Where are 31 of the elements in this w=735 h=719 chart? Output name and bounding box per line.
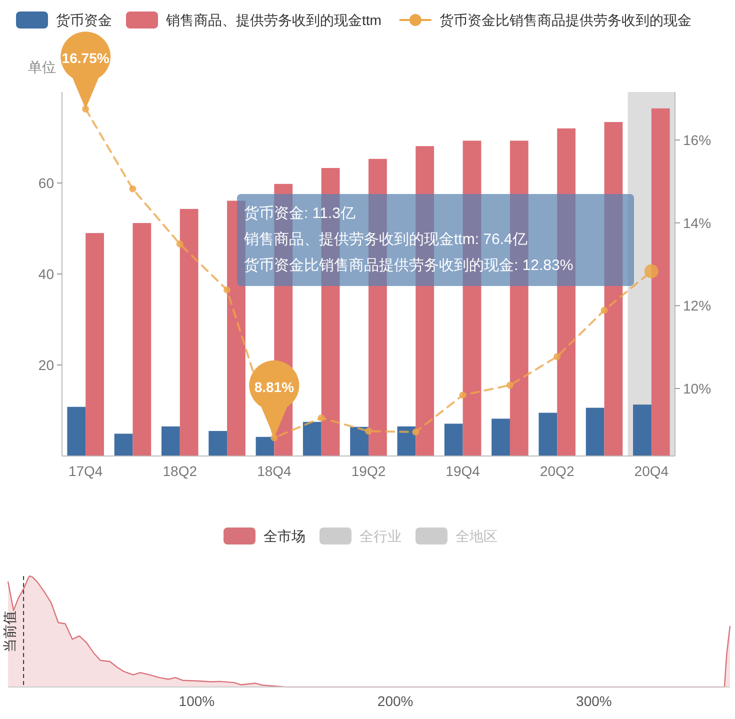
- y-axis-title: 单位: [28, 59, 56, 75]
- y-tick-label: 40: [38, 266, 54, 282]
- y2-tick-label: 16%: [683, 132, 712, 148]
- annotation: 货币资金: 11.3亿: [244, 205, 356, 222]
- y2-tick-label: 12%: [683, 298, 712, 314]
- data-label: 16.75%: [62, 50, 110, 66]
- y2-tick-label: 10%: [683, 380, 712, 396]
- y-tick-label: 20: [38, 357, 54, 373]
- legend-label: 全地区: [456, 528, 498, 544]
- annotation: 货币资金比销售商品提供劳务收到的现金: 12.83%: [244, 257, 574, 274]
- x-tick-label: 17Q4: [68, 463, 103, 479]
- legend-label: 货币资金: [56, 12, 112, 28]
- ref-line-label: 当前值: [2, 610, 18, 652]
- x-tick-label: 200%: [377, 693, 414, 709]
- x-tick-label: 20Q4: [634, 463, 669, 479]
- legend-label: 销售商品、提供劳务收到的现金ttm: [165, 12, 382, 28]
- x-tick-label: 19Q2: [351, 463, 386, 479]
- x-tick-label: 18Q2: [162, 463, 198, 479]
- y-tick-label: 60: [38, 175, 54, 191]
- x-tick-label: 20Q2: [540, 463, 574, 479]
- legend-label: 全市场: [264, 528, 306, 544]
- x-tick-label: 300%: [576, 693, 612, 709]
- annotation: 销售商品、提供劳务收到的现金ttm: 76.4亿: [243, 231, 528, 248]
- x-tick-label: 18Q4: [257, 463, 292, 479]
- tooltip-box: 货币资金: 11.3亿 销售商品、提供劳务收到的现金ttm: 76.4亿 货币资金比销售商品提供劳务收到的现金: 12.83%: [237, 194, 634, 286]
- legend-label: 货币资金比销售商品提供劳务收到的现金: [439, 12, 692, 28]
- x-tick-label: 100%: [178, 693, 215, 709]
- data-label: 8.81%: [254, 378, 295, 395]
- legend-label: 全行业: [360, 528, 402, 544]
- y2-tick-label: 14%: [683, 214, 712, 231]
- x-tick-label: 19Q4: [446, 463, 480, 479]
